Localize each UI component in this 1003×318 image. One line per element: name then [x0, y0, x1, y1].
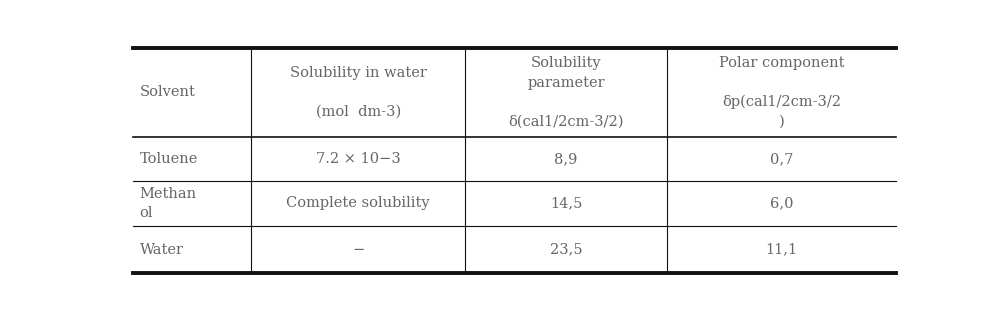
Text: 23,5: 23,5 — [550, 243, 582, 257]
Text: 7.2 × 10−3: 7.2 × 10−3 — [316, 152, 400, 166]
Text: Polar component

δp(cal1/2cm-3/2
): Polar component δp(cal1/2cm-3/2 ) — [718, 56, 844, 129]
Text: Methan
ol: Methan ol — [139, 187, 197, 220]
Text: Complete solubility: Complete solubility — [286, 197, 429, 211]
Text: Water: Water — [139, 243, 184, 257]
Text: 8,9: 8,9 — [554, 152, 577, 166]
Text: Solvent: Solvent — [139, 86, 196, 100]
Text: Solubility
parameter

δ(cal1/2cm-3/2): Solubility parameter δ(cal1/2cm-3/2) — [508, 56, 623, 129]
Text: 11,1: 11,1 — [764, 243, 796, 257]
Text: Solubility in water

(mol  dm-3): Solubility in water (mol dm-3) — [290, 66, 426, 119]
Text: 6,0: 6,0 — [769, 197, 792, 211]
Text: 0,7: 0,7 — [769, 152, 792, 166]
Text: Toluene: Toluene — [139, 152, 198, 166]
Text: −: − — [352, 243, 364, 257]
Text: 14,5: 14,5 — [550, 197, 582, 211]
